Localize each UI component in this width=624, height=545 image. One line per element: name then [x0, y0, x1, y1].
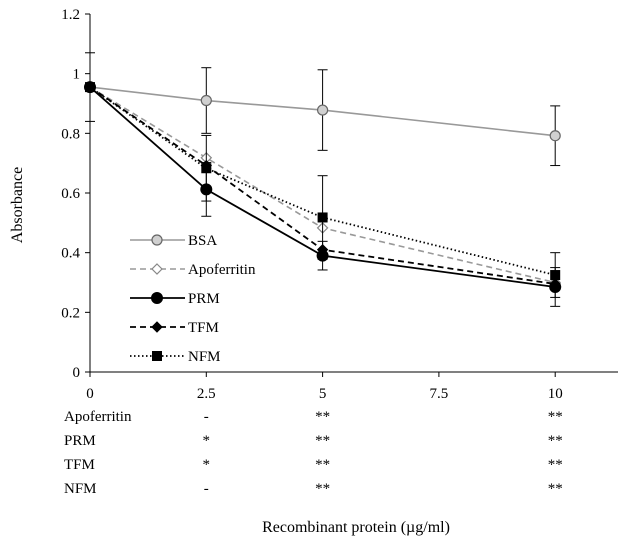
sig-mark: ** [548, 481, 563, 497]
sig-mark: - [204, 481, 209, 497]
significance-table: Apoferritin - ** **PRM * ** **TFM * ** **NFM - ** ** [64, 409, 563, 497]
legend-label: TFM [188, 320, 219, 336]
legend-entry-tfm: TFM [130, 320, 219, 336]
y-tick-label: 0.8 [61, 126, 80, 142]
data-point-bsa [200, 94, 212, 107]
data-point-nfm [85, 82, 95, 93]
series-line-tfm [89, 86, 556, 285]
sig-mark: * [203, 457, 211, 473]
legend-marker [151, 321, 163, 333]
legend-marker [152, 351, 162, 361]
y-tick-label: 0.4 [61, 246, 80, 262]
legend-entry-nfm: NFM [130, 349, 221, 365]
legend-label: Apoferritin [188, 262, 256, 278]
series-line-nfm [89, 86, 556, 276]
data-point-bsa [549, 130, 561, 142]
legend-entry-bsa: BSA [130, 233, 217, 249]
sig-mark: ** [315, 409, 330, 425]
legend-marker [151, 234, 163, 246]
legend-label: NFM [188, 349, 221, 365]
x-tick-label: 0 [86, 386, 94, 402]
sig-mark: ** [548, 433, 563, 449]
y-tick-label: 1 [73, 67, 81, 83]
series-layer [84, 52, 562, 307]
legend: BSA Apoferritin PRM TFM NFM [130, 233, 256, 365]
y-tick-label: 0.6 [61, 186, 80, 202]
y-axis-label: Absorbance [9, 167, 26, 243]
sig-row-label: NFM [64, 481, 97, 497]
series-bsa [84, 52, 561, 167]
x-tick-label: 5 [319, 386, 327, 402]
x-axis-label: Recombinant protein (µg/ml) [262, 519, 450, 536]
data-point-nfm [317, 212, 328, 223]
sig-row-label: PRM [64, 433, 96, 449]
y-tick-label: 0.2 [61, 305, 80, 321]
sig-row-label: Apoferritin [64, 409, 132, 425]
legend-label: BSA [188, 233, 217, 249]
data-point-nfm [201, 163, 212, 174]
legend-entry-prm: PRM [130, 291, 220, 307]
sig-mark: - [204, 409, 209, 425]
legend-entry-apoferritin: Apoferritin [130, 262, 256, 278]
legend-label: PRM [188, 291, 220, 307]
sig-row-label: TFM [64, 457, 95, 473]
legend-marker [151, 292, 163, 304]
x-tick-label: 2.5 [197, 386, 216, 402]
data-point-bsa [316, 104, 329, 116]
data-point-nfm [550, 270, 561, 281]
x-tick-label: 7.5 [430, 386, 449, 402]
y-tick-label: 0 [73, 365, 81, 381]
sig-mark: ** [315, 457, 330, 473]
sig-mark: ** [548, 457, 563, 473]
series-line-bsa [89, 86, 556, 137]
sig-mark: ** [315, 433, 330, 449]
axes: 0 0.2 0.4 0.6 0.8 1 1.2 0 2.5 5 7.5 10 [61, 7, 618, 402]
x-tick-label: 10 [548, 386, 563, 402]
sig-mark: * [203, 433, 211, 449]
series-line-prm [89, 86, 556, 288]
legend-marker [151, 263, 163, 275]
series-nfm [85, 82, 561, 298]
sig-mark: ** [315, 481, 330, 497]
sig-mark: ** [548, 409, 563, 425]
y-tick-label: 1.2 [61, 7, 80, 23]
